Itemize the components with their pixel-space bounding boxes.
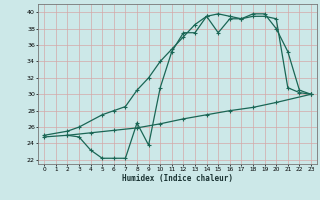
X-axis label: Humidex (Indice chaleur): Humidex (Indice chaleur) xyxy=(122,174,233,183)
